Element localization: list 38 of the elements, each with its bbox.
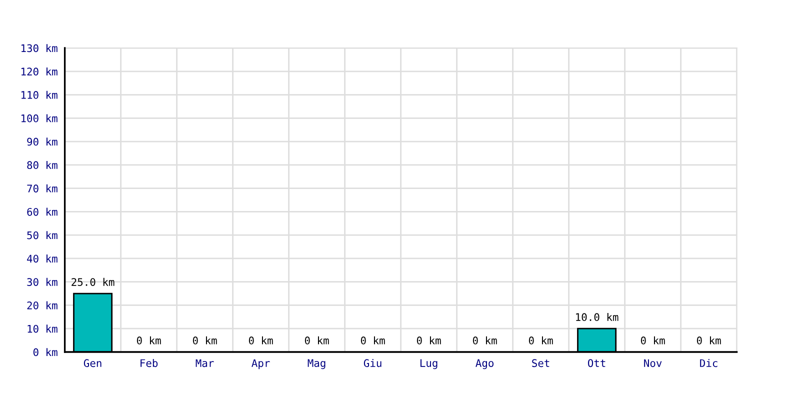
x-tick-label: Feb: [140, 359, 158, 368]
x-tick-label: Dic: [700, 359, 718, 368]
y-tick-label: 60 km: [27, 208, 58, 216]
data-label: 0 km: [248, 336, 273, 344]
x-tick-label: Giu: [364, 359, 382, 368]
x-tick-label: Mag: [308, 359, 326, 370]
data-label: 0 km: [696, 336, 721, 344]
y-tick-label: 40 km: [27, 254, 58, 263]
y-tick-label: 20 km: [27, 301, 58, 310]
y-tick-label: 10 km: [28, 324, 58, 333]
data-label: 0 km: [360, 336, 385, 344]
x-tick-label: Apr: [252, 359, 270, 370]
data-label: 25.0 km: [72, 278, 114, 286]
data-label: 0 km: [192, 336, 217, 344]
x-tick-label: Nov: [644, 359, 662, 368]
data-label: 0 km: [640, 336, 665, 344]
x-tick-label: Mar: [196, 359, 214, 368]
x-tick-label: Gen: [84, 359, 102, 368]
data-label: 0 km: [416, 336, 441, 344]
data-label: 0 km: [472, 336, 497, 344]
y-tick-label: 80 km: [27, 160, 58, 170]
y-tick-label: 110 km: [21, 90, 58, 99]
y-tick-label: 30 km: [27, 278, 58, 286]
y-tick-label: 70 km: [27, 184, 58, 192]
x-tick-label: Ott: [588, 359, 606, 368]
y-tick-label: 0 km: [33, 348, 58, 356]
y-tick-label: 100 km: [21, 114, 58, 122]
x-tick-label: Ago: [476, 359, 494, 370]
y-tick-label: 90 km: [27, 138, 58, 146]
x-tick-label: Set: [532, 359, 550, 368]
data-label: 0 km: [304, 336, 329, 344]
y-tick-label: 120 km: [21, 67, 58, 76]
data-label: 0 km: [136, 336, 161, 344]
data-label: 0 km: [528, 336, 553, 344]
y-tick-label: 130 km: [21, 44, 58, 52]
x-tick-label: Lug: [420, 359, 438, 370]
data-label: 10.0 km: [576, 312, 618, 322]
y-tick-label: 50 km: [27, 231, 58, 240]
